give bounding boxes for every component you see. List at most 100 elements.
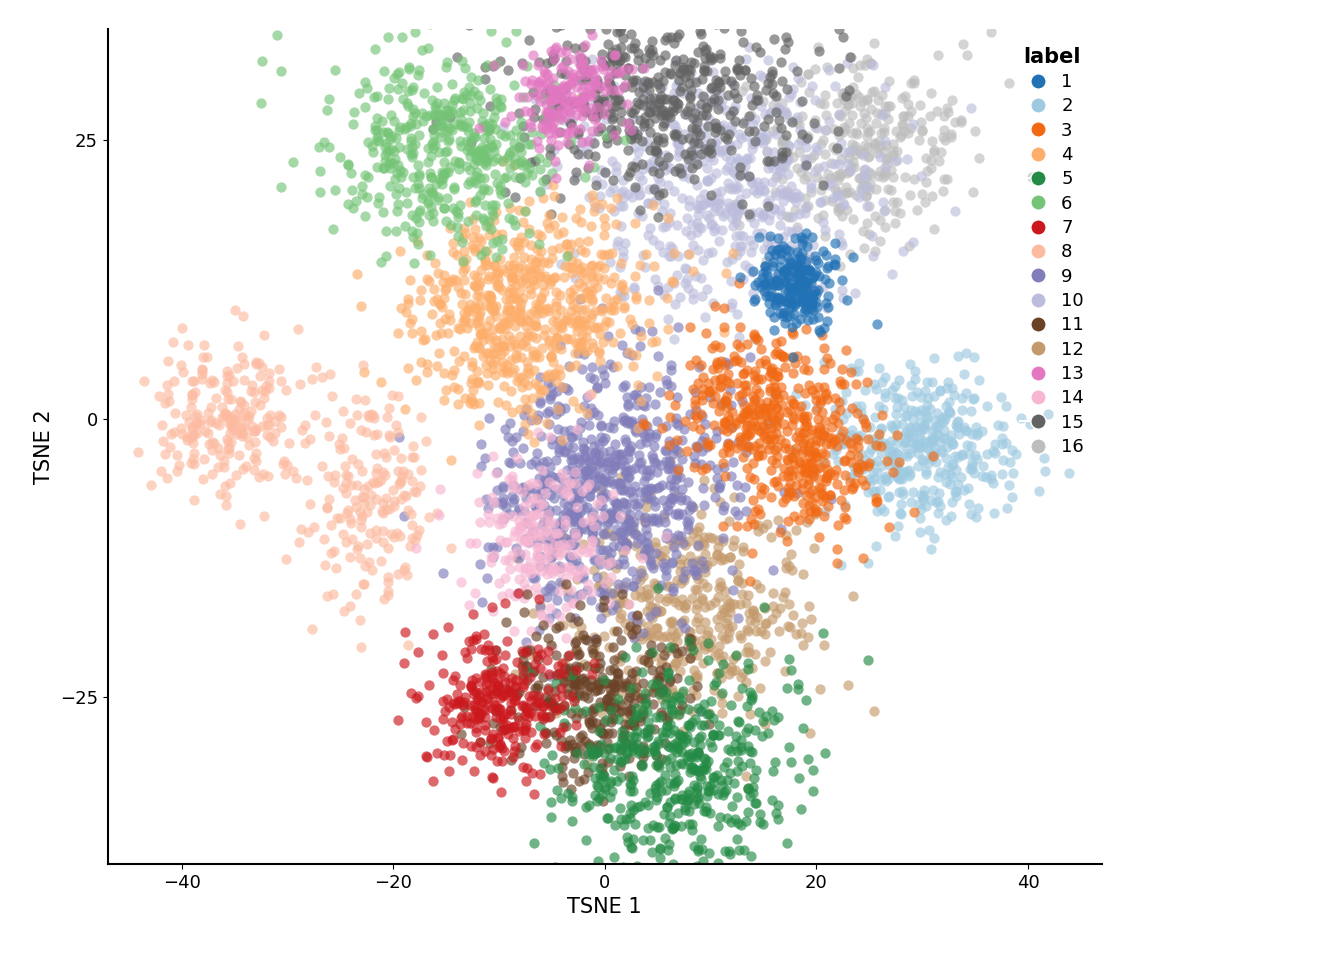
Point [249,355,270,371]
Point [316,499,337,515]
Point [530,393,551,408]
Point [653,542,675,558]
Point [562,125,583,140]
Point [825,168,847,183]
Point [754,626,775,641]
Point [579,738,601,754]
Point [382,482,403,497]
Point [824,252,845,267]
Point [688,531,710,546]
Point [722,295,743,310]
Point [905,364,926,379]
Point [637,419,659,434]
Point [478,98,500,113]
Point [618,442,640,457]
Point [632,832,653,848]
Point [573,536,594,551]
Point [750,355,771,371]
Point [390,169,411,184]
Point [578,453,599,468]
Point [910,402,931,418]
Point [539,87,560,103]
Point [511,55,532,70]
Point [839,83,860,98]
Point [784,280,805,296]
Point [540,379,562,395]
Point [473,171,495,186]
Point [767,369,789,384]
Point [570,214,591,229]
Point [562,663,583,679]
Point [839,474,860,490]
Point [668,707,689,722]
Point [886,445,907,461]
Point [679,783,700,799]
Point [482,715,504,731]
Point [927,427,949,443]
Point [737,698,758,713]
Point [778,559,800,574]
Point [606,475,628,491]
Point [601,276,622,291]
Point [542,387,563,402]
Point [727,573,749,588]
Point [625,159,646,175]
Point [437,103,458,118]
Point [465,724,487,739]
Point [363,427,384,443]
Point [579,479,601,494]
Point [845,124,867,139]
Point [524,786,546,802]
Point [454,689,476,705]
Point [324,182,345,198]
Point [500,270,521,285]
Point [915,466,937,481]
Point [579,21,601,36]
Point [571,313,593,328]
Point [530,79,551,94]
Point [956,437,977,452]
Point [478,642,500,658]
Point [140,477,161,492]
Point [516,319,538,334]
Point [714,759,735,775]
Point [567,515,589,530]
Point [521,264,543,279]
Point [618,116,640,132]
Point [771,144,793,159]
Point [683,448,704,464]
Point [591,498,613,514]
Point [399,119,421,134]
Point [870,233,891,249]
Point [660,205,681,221]
Point [616,735,637,751]
Point [602,334,624,349]
Point [851,398,872,414]
Point [778,283,800,299]
Point [551,209,573,225]
Point [548,361,570,376]
Point [726,417,747,432]
Point [691,592,712,608]
Point [816,385,837,400]
Point [661,703,683,718]
Point [582,508,603,523]
Point [716,373,738,389]
Point [511,129,532,144]
Point [493,315,515,330]
Point [788,681,809,696]
Point [882,382,903,397]
Point [753,118,774,133]
Point [372,465,394,480]
Point [790,626,812,641]
Point [788,136,809,152]
Point [351,179,372,194]
Point [852,169,874,184]
Point [457,177,478,192]
Point [704,93,726,108]
Point [864,243,886,258]
Point [574,733,595,749]
Point [656,443,677,458]
Point [715,149,737,164]
Point [435,280,457,296]
